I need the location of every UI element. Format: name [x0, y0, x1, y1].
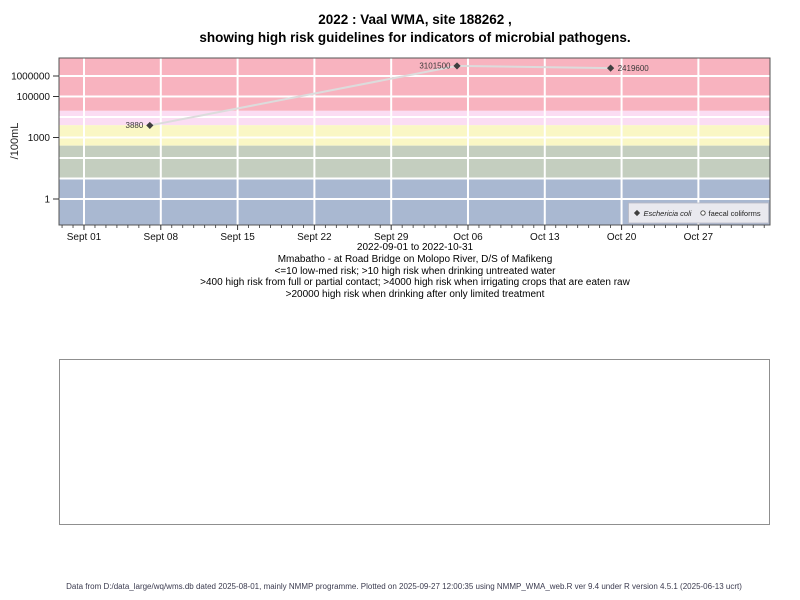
risk-band-10-400 [59, 145, 770, 179]
x-tick-label: Oct 27 [684, 232, 714, 243]
legend-label: Eschericia coli [644, 209, 692, 218]
data-point-marker [607, 64, 615, 72]
x-tick-label: Sept 01 [67, 232, 102, 243]
y-tick-label: 1000000 [11, 72, 50, 83]
legend-filled-diamond-icon [633, 209, 641, 217]
x-tick-label: Oct 20 [607, 232, 637, 243]
y-tick-label: 1 [44, 195, 50, 206]
caption-risk-line2: >400 high risk from full or partial cont… [200, 277, 630, 289]
legend-open-circle-icon [700, 210, 706, 216]
chart-captions: Mmabatho - at Road Bridge on Molopo Rive… [15, 254, 800, 300]
footer-provenance-text: Data from D:/data_large/wq/wms.db dated … [66, 582, 742, 591]
x-tick-label: Sept 15 [220, 232, 255, 243]
caption-risk-line3: >20000 high risk when drinking after onl… [285, 288, 545, 300]
risk-band-above-20000 [59, 58, 770, 111]
risk-band-400-4000 [59, 125, 770, 146]
empty-panel [59, 359, 770, 525]
legend-label: faecal coliforms [709, 209, 761, 218]
legend-box [628, 202, 769, 224]
y-tick-label: 100000 [17, 92, 51, 103]
data-point-marker [146, 121, 154, 130]
x-tick-label: Oct 13 [530, 232, 560, 243]
data-point-label: 3101500 [419, 62, 451, 71]
x-tick-label: Oct 06 [453, 232, 483, 243]
data-point-marker [453, 62, 461, 70]
chart-title-line1: 2022 : Vaal WMA, site 188262 , [318, 12, 512, 27]
plot-border [58, 57, 771, 226]
y-tick-label: 1000 [28, 133, 51, 144]
x-tick-label: Sept 29 [374, 232, 409, 243]
y-axis-label: /100mL [9, 123, 21, 160]
x-tick-label: Sept 08 [144, 232, 179, 243]
data-point-label: 2419600 [618, 64, 650, 73]
chart-title-line2: showing high risk guidelines for indicat… [199, 30, 631, 45]
x-tick-label: Sept 22 [297, 232, 332, 243]
caption-risk-line1: <=10 low-med risk; >10 high risk when dr… [274, 265, 556, 277]
caption-site: Mmabatho - at Road Bridge on Molopo Rive… [277, 254, 553, 265]
x-axis-range-label: 2022-09-01 to 2022-10-31 [356, 242, 474, 253]
data-point-label: 3880 [126, 121, 144, 130]
chart-title: 2022 : Vaal WMA, site 188262 , showing h… [15, 11, 800, 47]
